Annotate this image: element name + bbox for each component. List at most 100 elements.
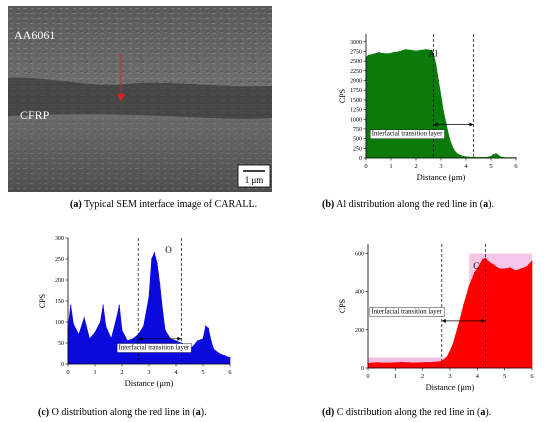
- al-data-point: [492, 153, 495, 156]
- c-x-tick-label: 1: [394, 373, 397, 380]
- o-data-point: [202, 338, 204, 340]
- al-data-point: [442, 110, 445, 113]
- caption-d-letter: (d): [322, 407, 335, 418]
- o-x-tick-label: 4: [174, 369, 178, 376]
- o-data-point: [94, 331, 96, 334]
- al-data-point: [415, 50, 417, 52]
- o-element-label: O: [165, 245, 172, 255]
- al-data-point: [420, 49, 422, 51]
- al-data-point: [430, 49, 432, 51]
- al-y-tick-label: 2500: [350, 59, 362, 65]
- c-data-point: [474, 272, 476, 274]
- c-data-point: [416, 362, 418, 364]
- al-x-tick-label: 0: [364, 163, 367, 170]
- c-x-tick-label: 3: [448, 373, 451, 380]
- c-x-tick-label: 4: [476, 373, 480, 380]
- al-area-series: [365, 49, 517, 159]
- o-data-point: [197, 340, 199, 342]
- o-arrow-head-right: [177, 336, 182, 341]
- o-data-point: [99, 321, 101, 323]
- al-data-point: [437, 79, 440, 82]
- al-y-tick-label: 750: [353, 127, 362, 133]
- sem-panel: AA6061 CFRP 1 μm: [8, 6, 272, 192]
- o-area-series: [67, 251, 231, 365]
- sem-image: AA6061 CFRP 1 μm: [8, 6, 272, 192]
- c-data-point: [424, 361, 426, 364]
- al-y-tick-label: 0: [359, 156, 362, 162]
- al-data-point: [387, 53, 390, 55]
- o-data-point: [151, 258, 153, 260]
- c-data-point: [392, 362, 394, 364]
- caption-a-text: Typical SEM interface image of CARALL.: [81, 199, 258, 210]
- o-data-point: [175, 340, 177, 342]
- o-data-point: [70, 304, 72, 306]
- caption-c-ref: a: [195, 407, 201, 418]
- c-y-axis-label: CPS: [338, 299, 347, 313]
- o-data-point: [224, 355, 226, 357]
- al-data-point: [377, 52, 380, 54]
- c-data-point: [487, 260, 489, 262]
- c-x-tick-label: 0: [366, 373, 369, 380]
- o-data-point: [143, 325, 145, 327]
- o-y-tick-label: 100: [55, 320, 64, 326]
- c-y-tick-label: 200: [355, 328, 364, 334]
- al-y-tick-label: 500: [353, 137, 362, 143]
- o-data-point: [78, 334, 80, 336]
- al-data-point: [500, 156, 502, 158]
- al-y-tick-label: 1500: [350, 98, 362, 104]
- al-x-tick-label: 2: [414, 163, 417, 170]
- c-data-point: [509, 267, 511, 269]
- o-data-point: [105, 325, 107, 327]
- o-x-tick-label: 0: [66, 369, 69, 376]
- al-y-tick-label: 2250: [350, 69, 362, 75]
- c-x-tick-label: 5: [503, 373, 506, 380]
- al-y-tick-label: 1250: [350, 108, 362, 114]
- c-data-point: [515, 270, 517, 272]
- caption-a-letter: (a): [70, 199, 82, 210]
- al-y-tick-label: 3000: [350, 40, 362, 46]
- al-annotation-label: Interfacial transition layer: [372, 131, 443, 138]
- al-y-tick-label: 250: [353, 146, 362, 152]
- al-data-point: [397, 51, 400, 53]
- al-y-tick-label: 1750: [350, 88, 362, 94]
- al-x-tick-label: 1: [389, 163, 392, 170]
- o-x-tick-label: 5: [201, 369, 204, 376]
- o-data-point: [229, 357, 231, 359]
- o-arrow-head-left: [138, 336, 143, 341]
- c-data-point: [468, 285, 470, 287]
- caption-b-end: ).: [488, 199, 494, 210]
- c-annotation-label: Interfacial transition layer: [371, 308, 442, 315]
- al-arrow-head-left: [433, 122, 438, 127]
- al-annotation-box: [370, 129, 445, 139]
- o-data-point: [156, 262, 158, 264]
- c-chart: 0 1 2 3 4 5 6 0 200 400 600 Distance (μm) CPS Interfa…: [338, 244, 534, 392]
- c-data-point: [479, 263, 481, 265]
- caption-d-ref: a: [480, 407, 486, 418]
- c-data-point: [383, 362, 385, 364]
- al-y-tick-label: 2000: [350, 79, 362, 85]
- al-data-point: [367, 54, 370, 56]
- c-data-point: [433, 361, 435, 363]
- caption-a: (a) Typical SEM interface image of CARAL…: [70, 199, 257, 210]
- c-element-label: C: [473, 261, 479, 271]
- sem-label-top: AA6061: [14, 28, 55, 42]
- o-data-point: [72, 323, 74, 325]
- al-data-point: [382, 52, 385, 54]
- c-data-point: [375, 362, 377, 364]
- o-data-point: [83, 317, 85, 319]
- al-data-point: [455, 151, 457, 154]
- o-y-tick-label: 0: [61, 362, 64, 368]
- o-data-point: [126, 340, 128, 342]
- al-data-point: [447, 134, 450, 136]
- al-data-point: [462, 155, 465, 158]
- o-annotation-label: Interfacial transition layer: [119, 345, 190, 352]
- al-data-point: [450, 142, 452, 144]
- caption-c-end: ).: [200, 407, 207, 418]
- al-x-axis-label: Distance (μm): [417, 172, 466, 182]
- o-data-point: [116, 317, 118, 319]
- o-y-tick-label: 200: [55, 278, 64, 284]
- scale-bar-label: 1 μm: [245, 175, 264, 185]
- o-y-tick-label: 300: [55, 236, 64, 242]
- al-x-tick-label: 3: [439, 163, 442, 170]
- al-x-tick-label: 6: [514, 163, 518, 170]
